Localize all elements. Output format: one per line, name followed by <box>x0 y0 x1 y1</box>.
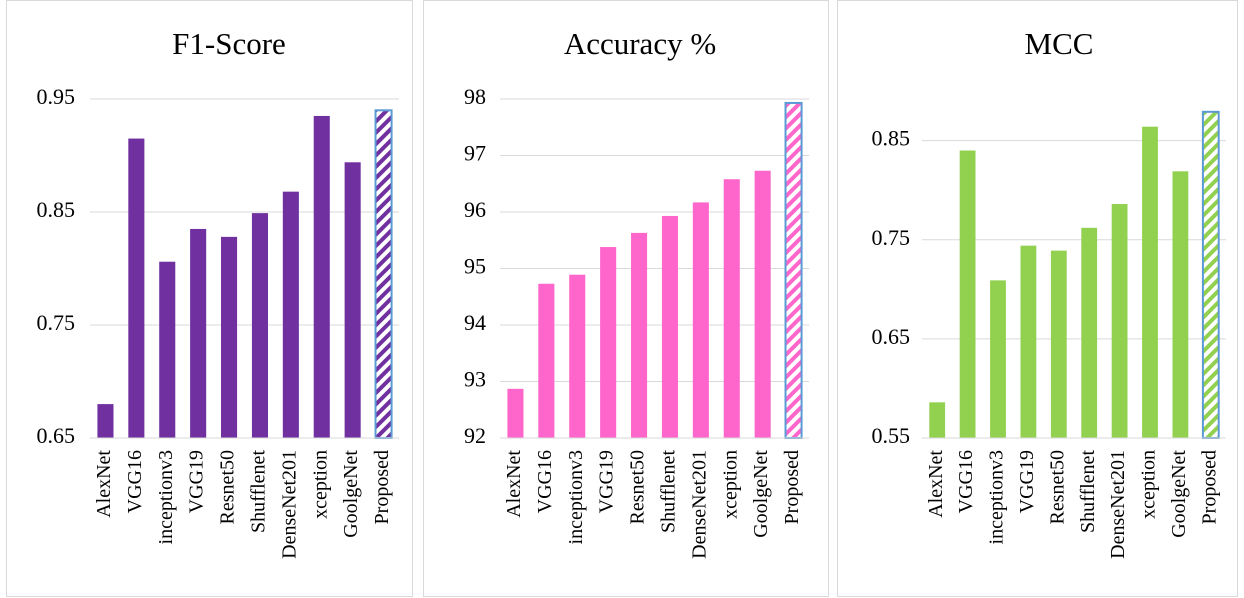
y-tick-label: 95 <box>464 254 486 279</box>
bar-goolgenet <box>344 162 361 438</box>
bar-vgg16 <box>128 138 145 439</box>
bar-vgg19 <box>600 247 617 438</box>
x-category-label: Shufflenet <box>248 450 270 533</box>
y-tick-label: 0.65 <box>872 324 911 349</box>
accuracy-chart-panel: Accuracy % 92 93 94 95 96 97 98 AlexNet VGG16 ince… <box>423 0 829 597</box>
bar-resnet50 <box>631 232 648 438</box>
x-category-label: VGG16 <box>124 450 146 513</box>
x-category-label: DenseNet201 <box>1107 450 1129 559</box>
bar-vgg16 <box>959 150 976 438</box>
x-category-label: Proposed <box>781 450 803 524</box>
mcc-chart-svg: MCC 0.55 0.65 0.75 0.85 AlexNet VGG16 inception… <box>872 26 1226 559</box>
bar-inceptionv3 <box>990 280 1006 438</box>
x-category-label: Resnet50 <box>217 450 239 524</box>
bar-inceptionv3 <box>159 261 176 438</box>
x-category-label: DenseNet201 <box>278 450 300 559</box>
y-tick-label: 98 <box>464 84 486 109</box>
bar-shufflenet <box>1081 227 1098 438</box>
bar-densenet201 <box>282 191 299 438</box>
bar-inceptionv3 <box>569 274 586 438</box>
bar-resnet50 <box>1050 250 1067 438</box>
chart-title: Accuracy % <box>564 26 716 61</box>
bar-resnet50 <box>221 236 238 438</box>
bar-xception <box>313 115 330 438</box>
y-tick-label: 94 <box>464 310 486 335</box>
x-category-label: xception <box>719 450 741 519</box>
x-category-label: Proposed <box>371 450 393 524</box>
accuracy-chart-svg: Accuracy % 92 93 94 95 96 97 98 AlexNet VGG16 ince… <box>464 26 809 559</box>
x-category-label: GoolgeNet <box>750 450 772 538</box>
y-tick-label: 0.55 <box>872 423 911 448</box>
x-category-label: inceptionv3 <box>986 450 1008 544</box>
f1-chart-svg: F1-Score 0.65 0.75 0.85 0.95 AlexNet VGG16 ince… <box>37 26 399 559</box>
bar-proposed <box>374 109 393 440</box>
bar-vgg16 <box>538 283 555 438</box>
y-tick-label: 0.95 <box>37 84 76 109</box>
x-category-label: Resnet50 <box>1046 450 1068 524</box>
y-tick-label: 0.85 <box>37 197 76 222</box>
bar-goolgenet <box>1172 171 1189 438</box>
bar-xception <box>1142 126 1158 438</box>
bar-proposed <box>1201 110 1220 439</box>
bar-densenet201 <box>1111 204 1128 438</box>
y-tick-label: 0.85 <box>872 126 911 151</box>
y-tick-label: 93 <box>464 367 486 392</box>
x-category-label: AlexNet <box>93 450 115 518</box>
x-category-label: Shufflenet <box>1077 450 1099 533</box>
bar-vgg19 <box>190 228 207 438</box>
bar-shufflenet <box>251 213 268 438</box>
x-category-label: xception <box>309 450 331 519</box>
x-category-label: inceptionv3 <box>565 450 587 544</box>
y-tick-label: 97 <box>464 141 486 166</box>
y-tick-label: 96 <box>464 197 486 222</box>
y-tick-label: 0.75 <box>872 225 911 250</box>
bar-alexnet <box>97 404 114 438</box>
x-category-label: xception <box>1138 450 1160 519</box>
y-tick-label: 0.65 <box>37 423 76 448</box>
bar-proposed <box>784 101 803 440</box>
y-tick-label: 92 <box>464 423 486 448</box>
x-category-label: Proposed <box>1198 450 1220 524</box>
x-category-label: GoolgeNet <box>1168 450 1190 538</box>
x-category-label: VGG19 <box>186 450 208 513</box>
bar-alexnet <box>507 388 524 438</box>
x-category-label: VGG16 <box>534 450 556 513</box>
bar-shufflenet <box>661 215 678 438</box>
x-category-label: GoolgeNet <box>340 450 362 538</box>
x-category-label: inceptionv3 <box>155 450 177 544</box>
bar-goolgenet <box>754 170 771 438</box>
x-category-label: AlexNet <box>925 450 947 518</box>
bar-alexnet <box>929 402 946 438</box>
chart-title: F1-Score <box>172 26 286 61</box>
x-category-label: VGG16 <box>955 450 977 513</box>
x-category-label: DenseNet201 <box>688 450 710 559</box>
mcc-chart-panel: MCC 0.55 0.65 0.75 0.85 AlexNet VGG16 inception… <box>837 0 1238 597</box>
x-category-label: VGG19 <box>1016 450 1038 513</box>
x-category-label: VGG19 <box>596 450 618 513</box>
f1-score-chart-panel: F1-Score 0.65 0.75 0.85 0.95 AlexNet VGG16 ince… <box>6 0 413 597</box>
y-tick-label: 0.75 <box>37 310 76 335</box>
x-category-label: Resnet50 <box>627 450 649 524</box>
bar-densenet201 <box>692 202 709 438</box>
chart-title: MCC <box>1025 26 1094 61</box>
bar-vgg19 <box>1020 245 1037 438</box>
bar-xception <box>723 179 740 439</box>
x-category-label: Shufflenet <box>658 450 680 533</box>
x-category-label: AlexNet <box>503 450 525 518</box>
